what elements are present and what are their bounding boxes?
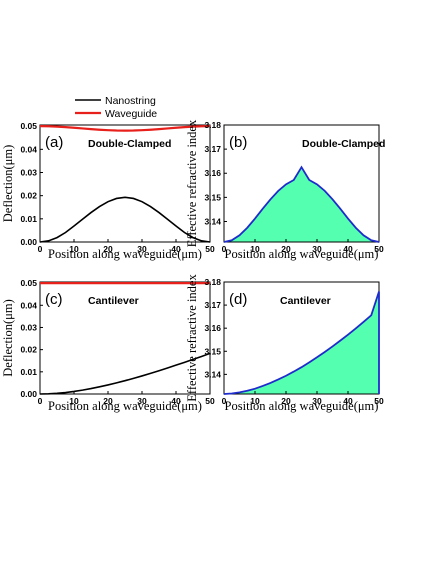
- series-nanostring-a: [39, 196, 211, 243]
- series-nanostring-c: [39, 352, 211, 395]
- x-axis-label-d: Position along waveguide(μm): [225, 399, 379, 413]
- x-axis-label-c: Position along waveguide(μm): [48, 399, 202, 413]
- y-tick-label-a-4: 0.04: [20, 144, 37, 154]
- x-tick-label-a-0: 0: [38, 244, 43, 254]
- y-tick-label-d-1: 3.15: [204, 346, 221, 356]
- x-tick-label-c-0: 0: [38, 396, 43, 406]
- x-tick-label-a-1: 10: [69, 244, 79, 254]
- panel-label-d: (d): [229, 291, 247, 308]
- x-axis-label-b: Position along waveguide(μm): [225, 247, 379, 261]
- y-tick-label-c-3: 0.03: [20, 322, 37, 332]
- y-tick-label-a-1: 0.01: [20, 214, 37, 224]
- y-tick-label-a-2: 0.02: [20, 191, 37, 201]
- x-tick-label-c-1: 10: [69, 396, 79, 406]
- panel-title-a: Double-Clamped: [88, 138, 171, 150]
- area-fill-d: [224, 291, 379, 394]
- x-tick-label-b-4: 40: [343, 244, 353, 254]
- y-tick-label-c-0: 0.00: [20, 389, 37, 399]
- series-index-b: [223, 165, 380, 243]
- y-tick-label-c-2: 0.02: [20, 345, 37, 355]
- y-axis-label-c: Deflection(μm): [1, 299, 15, 377]
- panel-title-c: Cantilever: [88, 295, 139, 307]
- y-tick-label-c-1: 0.01: [20, 367, 37, 377]
- y-tick-label-b-4: 3.18: [204, 120, 221, 130]
- legend-label-waveguide: Waveguide: [105, 108, 157, 120]
- panel-c: 0 10 20 30 40 50 0.00 0.01 0.02 0.03 0.04 0.05 (c) Ca…: [1, 278, 215, 413]
- y-tick-label-b-2: 3.16: [204, 168, 221, 178]
- x-axis-label-a: Position along waveguide(μm): [48, 247, 202, 261]
- panel-title-d: Cantilever: [280, 295, 331, 307]
- panel-label-b: (b): [229, 134, 247, 151]
- panel-label-c: (c): [45, 291, 63, 308]
- panel-d: 0 10 20 30 40 50 3.14 3.15 3.16 3.17 3.18 (d) Cantil…: [185, 274, 384, 413]
- panel-title-b: Double-Clamped: [302, 138, 385, 150]
- y-tick-label-d-2: 3.16: [204, 323, 221, 333]
- series-waveguide-a: [39, 125, 211, 132]
- y-axis-label-d: Effective refractive index: [185, 274, 199, 402]
- x-tick-label-a-5: 50: [205, 244, 215, 254]
- x-tick-label-c-3: 30: [137, 396, 147, 406]
- x-tick-label-b-0: 0: [222, 244, 227, 254]
- x-tick-label-b-5: 50: [374, 244, 384, 254]
- x-tick-label-c-4: 40: [171, 396, 181, 406]
- plot-frame-b: [223, 124, 380, 243]
- panel-a: 0 10 20 30 40 50 0.00 0.01 0.02 0.03 0.04 0.05 (a) Do…: [1, 121, 215, 261]
- series-index-d: [223, 291, 380, 395]
- x-tick-label-b-1: 10: [250, 244, 260, 254]
- x-tick-label-c-2: 20: [103, 396, 113, 406]
- y-tick-label-b-1: 3.15: [204, 192, 221, 202]
- y-axis-label-b: Effective refractive index: [185, 119, 199, 247]
- panel-label-a: (a): [45, 134, 63, 151]
- x-tick-label-d-3: 30: [312, 396, 322, 406]
- x-tick-label-a-4: 40: [171, 244, 181, 254]
- x-tick-label-b-2: 20: [281, 244, 291, 254]
- y-tick-label-d-0: 3.14: [204, 369, 221, 379]
- x-tick-label-a-3: 30: [137, 244, 147, 254]
- x-tick-label-c-5: 50: [205, 396, 215, 406]
- y-tick-label-d-3: 3.17: [204, 300, 221, 310]
- y-tick-label-a-3: 0.03: [20, 167, 37, 177]
- x-tick-label-a-2: 20: [103, 244, 113, 254]
- x-tick-label-d-2: 20: [281, 396, 291, 406]
- y-tick-label-a-5: 0.05: [20, 121, 37, 131]
- area-fill-b: [224, 167, 379, 242]
- y-axis-label-a: Deflection(μm): [1, 145, 15, 223]
- x-tick-label-d-5: 50: [374, 396, 384, 406]
- y-tick-label-c-4: 0.04: [20, 300, 37, 310]
- plot-frame-c: [39, 281, 211, 395]
- x-tick-label-d-0: 0: [222, 396, 227, 406]
- y-tick-label-b-3: 3.17: [204, 144, 221, 154]
- x-tick-label-d-4: 40: [343, 396, 353, 406]
- plot-frame-a: [39, 124, 211, 243]
- y-tick-label-c-5: 0.05: [20, 278, 37, 288]
- x-tick-label-b-3: 30: [312, 244, 322, 254]
- y-tick-label-b-0: 3.14: [204, 216, 221, 226]
- y-tick-label-d-4: 3.18: [204, 277, 221, 287]
- y-tick-label-a-0: 0.00: [20, 237, 37, 247]
- panel-b: 0 10 20 30 40 50 3.14 3.15 3.16 3.17 3.18 (b) Double…: [185, 119, 385, 261]
- x-tick-label-d-1: 10: [250, 396, 260, 406]
- legend-label-nanostring: Nanostring: [105, 95, 156, 107]
